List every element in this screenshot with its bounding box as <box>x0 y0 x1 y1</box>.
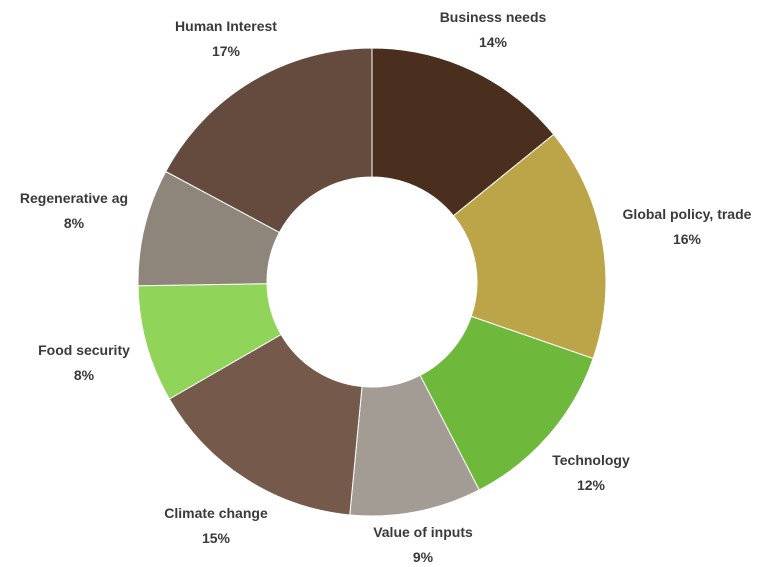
slice-business-needs <box>371 47 555 217</box>
slice-label-value-of-inputs: Value of inputs <box>373 524 473 540</box>
slice-label-technology: Technology <box>552 452 630 468</box>
slice-climate-change <box>168 333 363 516</box>
slice-label-climate-change: Climate change <box>164 505 268 521</box>
slice-label-regenerative-ag: Regenerative ag <box>20 190 128 206</box>
slice-label-global-policy-trade: Global policy, trade <box>623 206 752 222</box>
slice-value-business-needs: 14% <box>479 34 508 50</box>
slice-value-value-of-inputs: 9% <box>413 549 434 565</box>
slices-layer <box>137 47 607 517</box>
slice-value-climate-change: 15% <box>202 530 231 546</box>
slice-label-food-security: Food security <box>38 342 130 358</box>
slice-value-food-security: 8% <box>74 367 95 383</box>
slice-value-global-policy-trade: 16% <box>673 231 702 247</box>
slice-value-human-interest: 17% <box>212 43 241 59</box>
slice-human-interest <box>165 47 373 234</box>
labels-layer: Business needs 14% Global policy, trade 16%… <box>20 9 752 565</box>
slice-label-human-interest: Human Interest <box>175 18 277 34</box>
slice-label-business-needs: Business needs <box>440 9 547 25</box>
slice-value-technology: 12% <box>577 477 606 493</box>
slice-value-regenerative-ag: 8% <box>64 215 85 231</box>
slice-global-policy-trade <box>452 133 607 360</box>
